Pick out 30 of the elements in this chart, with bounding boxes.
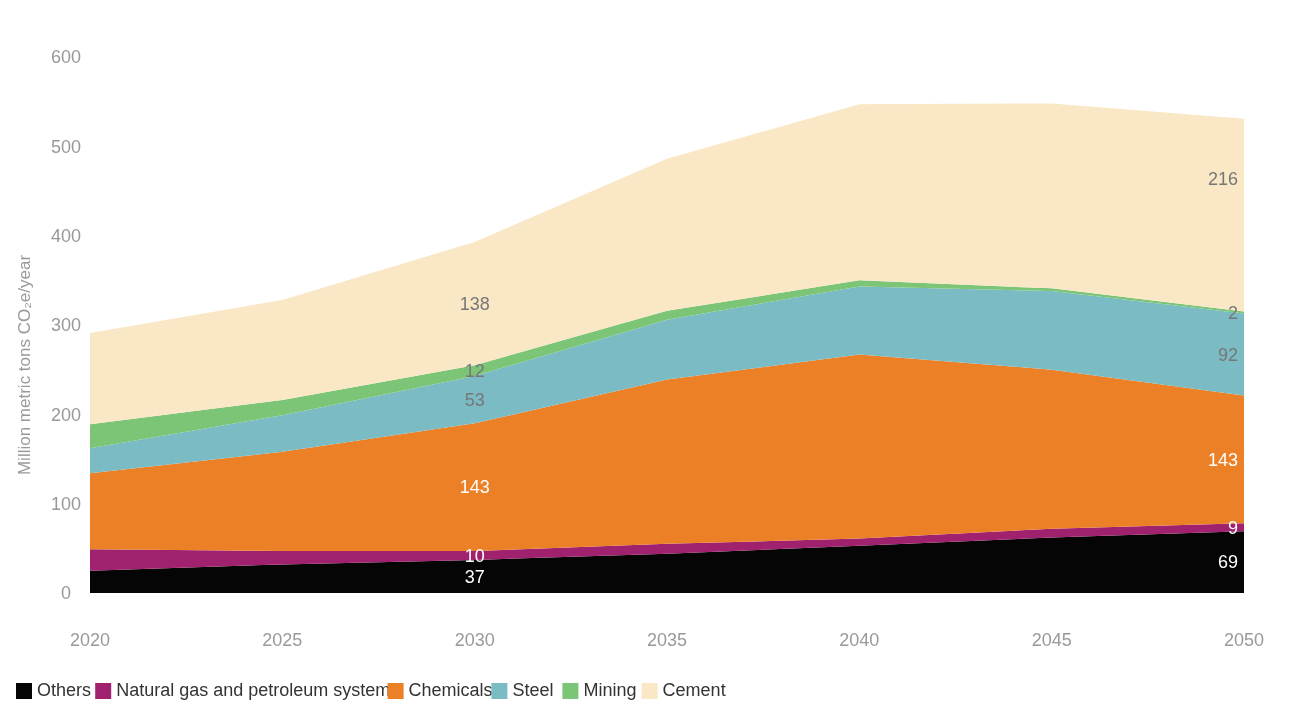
- y-tick-label: 300: [50, 315, 82, 336]
- legend-label: Natural gas and petroleum system: [116, 680, 391, 700]
- data-label: 92: [1217, 344, 1238, 365]
- y-tick-label: 0: [60, 583, 72, 604]
- x-tick-label: 2040: [839, 630, 880, 651]
- y-axis-title: Million metric tons CO₂e/year: [15, 254, 34, 476]
- legend-label: Others: [37, 680, 92, 700]
- x-tick-label: 2025: [262, 630, 303, 651]
- legend-label: Steel: [512, 680, 554, 700]
- data-label: 37: [464, 566, 485, 587]
- x-tick-label: 2030: [454, 630, 495, 651]
- legend-label: Cement: [662, 680, 726, 700]
- y-tick-label: 500: [50, 136, 82, 157]
- data-label: 12: [464, 360, 485, 381]
- x-tick-label: 2020: [69, 630, 111, 651]
- x-tick-label: 2035: [646, 630, 688, 651]
- y-tick-label: 400: [50, 225, 82, 246]
- data-label: 69: [1217, 552, 1238, 573]
- data-label: 53: [464, 389, 485, 410]
- data-label: 143: [1207, 449, 1238, 470]
- data-label: 138: [459, 293, 490, 314]
- y-tick-label: 600: [50, 47, 82, 68]
- x-tick-label: 2050: [1223, 630, 1265, 651]
- y-tick-label: 100: [50, 493, 82, 514]
- legend-label: Chemicals: [408, 680, 493, 700]
- x-tick-label: 2045: [1031, 630, 1072, 651]
- data-label: 216: [1207, 168, 1238, 189]
- legend-label: Mining: [583, 680, 637, 700]
- data-label: 143: [459, 477, 490, 498]
- y-tick-label: 200: [50, 404, 82, 425]
